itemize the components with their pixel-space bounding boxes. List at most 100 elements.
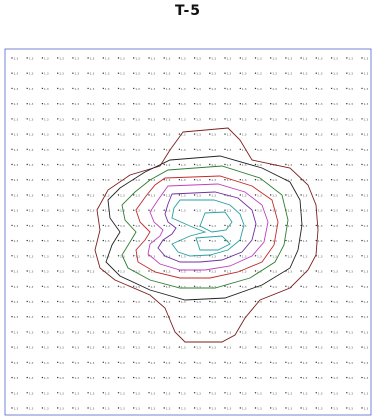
grid-point-label: 1.3 [181,148,186,152]
grid-point [300,331,302,333]
grid-point-label: 1.3 [318,57,323,61]
grid-point [330,361,333,363]
grid-point-label: 1.3 [135,209,140,213]
grid-point-label: 1.3 [135,285,140,289]
grid-point-label: 1.3 [333,346,338,350]
grid-point-label: 1.3 [59,72,64,76]
grid-point-label: 1.3 [105,407,110,411]
grid-point [254,331,257,333]
grid-point-label: 1.3 [257,315,262,319]
grid-point-label: 1.3 [44,300,49,304]
grid-point-label: 1.3 [14,117,19,121]
grid-point [330,392,333,394]
grid-point [254,407,257,409]
grid-point [315,194,317,196]
grid-point [315,224,317,227]
grid-point-label: 1.3 [135,361,140,365]
grid-point-label: 1.3 [242,407,247,411]
grid-point [41,270,44,272]
grid-point-label: 1.3 [59,270,64,274]
grid-point-label: 1.3 [348,407,353,411]
grid-point-label: 1.3 [120,300,125,304]
grid-point-label: 1.3 [181,391,186,395]
grid-point [57,300,59,303]
grid-point-label: 1.3 [14,361,19,365]
grid-point [224,72,226,74]
grid-point-label: 1.3 [44,224,49,228]
grid-point-label: 1.3 [257,346,262,350]
grid-point [11,407,13,409]
grid-point [72,376,74,379]
grid-point [361,57,363,59]
grid-point-label: 1.3 [303,224,308,228]
grid-point-label: 1.3 [287,178,292,182]
grid-point [209,163,211,166]
grid-point-label: 1.3 [105,87,110,91]
grid-point [270,255,272,257]
grid-point-label: 1.3 [151,102,156,106]
grid-point [26,316,28,318]
grid-point [270,316,272,318]
grid-point [72,392,74,394]
grid-point-label: 1.3 [44,133,49,137]
grid-point-label: 1.3 [227,133,232,137]
contour-level-7 [171,199,245,257]
grid-point [57,209,59,211]
grid-point-label: 1.3 [90,209,95,213]
grid-point [11,239,13,242]
grid-point-label: 1.3 [196,102,201,106]
grid-point-label: 1.3 [242,254,247,258]
grid-point [148,407,150,409]
grid-point [87,255,89,257]
grid-point-label: 1.3 [227,239,232,243]
grid-point [330,407,333,409]
grid-point-label: 1.3 [348,163,353,167]
grid-point-label: 1.3 [105,346,110,350]
grid-point-label: 1.3 [29,270,34,274]
grid-point [315,407,317,409]
grid-point [87,300,89,303]
grid-point [57,57,59,59]
grid-point-label: 1.3 [166,330,171,334]
grid-point [87,194,89,196]
grid-point [41,346,44,348]
grid-point-label: 1.3 [74,376,79,380]
grid-point [270,285,272,287]
grid-point-label: 1.3 [287,209,292,213]
grid-point-label: 1.3 [227,72,232,76]
grid-point-label: 1.3 [257,407,262,411]
grid-point-label: 1.3 [227,57,232,61]
grid-point [239,103,241,105]
grid-point-label: 1.3 [318,376,323,380]
grid-point [315,270,317,272]
grid-point-label: 1.3 [74,254,79,258]
grid-point [163,300,165,303]
grid-point [117,118,120,120]
grid-point [163,148,165,150]
grid-point [270,239,272,242]
grid-point-label: 1.3 [318,270,323,274]
grid-point-label: 1.3 [318,361,323,365]
grid-point [254,118,257,120]
grid-point-label: 1.3 [242,117,247,121]
grid-point-label: 1.3 [303,102,308,106]
grid-point-label: 1.3 [74,102,79,106]
grid-point [178,331,181,333]
grid-point-label: 1.3 [242,270,247,274]
grid-point [361,300,363,303]
grid-point [87,103,89,105]
grid-point [87,392,89,394]
grid-point-label: 1.3 [333,376,338,380]
grid-point-label: 1.3 [44,270,49,274]
grid-point-label: 1.3 [90,87,95,91]
grid-point [178,407,181,409]
grid-point [315,148,317,150]
grid-point [26,239,28,242]
grid-point-label: 1.3 [120,239,125,243]
grid-point-label: 1.3 [303,376,308,380]
grid-point [209,361,211,363]
grid-point [87,376,89,379]
grid-point [193,179,196,181]
grid-point [117,300,120,303]
grid-point-label: 1.3 [287,361,292,365]
